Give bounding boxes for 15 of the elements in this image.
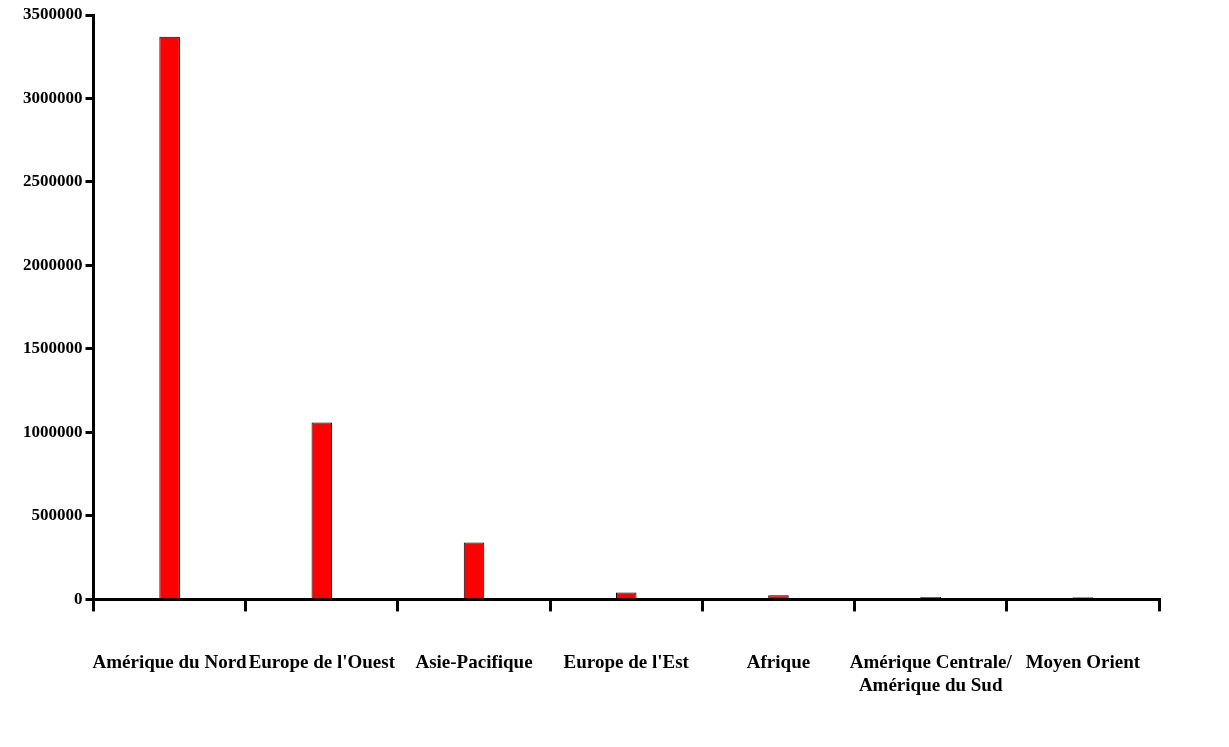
- y-tick-label: 2500000: [23, 171, 83, 191]
- x-tick-label: Europe de l'Ouest: [248, 650, 396, 672]
- x-tick-label: Europe de l'Est: [563, 650, 690, 672]
- y-tick-label: 3000000: [23, 87, 83, 107]
- x-tick-label: Afrique: [746, 650, 811, 672]
- y-tick-label: 3500000: [23, 4, 83, 24]
- y-tick-label: 1000000: [23, 421, 83, 441]
- x-tick-label: Amérique du Nord: [92, 650, 248, 672]
- x-tick-label: Asie-Pacifique: [415, 650, 533, 672]
- y-tick-label: 2000000: [23, 254, 83, 274]
- y-tick-label: 500000: [31, 505, 83, 525]
- y-tick-label: 0: [74, 588, 83, 608]
- x-tick-label: Amérique Centrale/Amérique du Sud: [849, 650, 1013, 695]
- x-tick-label: Moyen Orient: [1025, 650, 1141, 672]
- y-tick-label: 1500000: [23, 338, 83, 358]
